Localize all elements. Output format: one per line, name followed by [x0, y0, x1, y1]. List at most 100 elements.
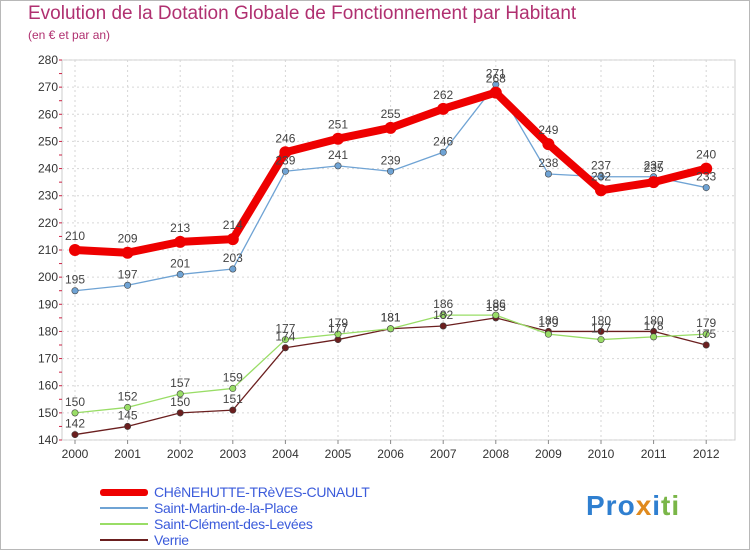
legend-label: CHêNEHUTTE-TRèVES-CUNAULT: [154, 484, 370, 500]
legend-swatch: [100, 507, 148, 509]
data-label: 249: [538, 123, 558, 137]
x-tick-label: 2000: [62, 447, 89, 461]
data-label: 177: [328, 322, 348, 336]
data-label: 235: [644, 161, 664, 175]
data-label: 177: [591, 322, 611, 336]
y-tick-label: 160: [38, 379, 58, 393]
data-label: 238: [538, 156, 558, 170]
data-point: [281, 336, 289, 344]
data-label: 145: [118, 408, 138, 422]
data-point: [595, 184, 607, 197]
data-point: [229, 384, 237, 392]
data-point: [334, 162, 342, 170]
y-tick-label: 210: [38, 243, 58, 257]
data-label: 201: [170, 256, 190, 270]
data-point: [334, 330, 342, 338]
data-label: 181: [381, 311, 401, 325]
y-tick-label: 250: [38, 134, 58, 148]
data-label: 181: [381, 311, 401, 325]
data-label: 195: [65, 273, 85, 287]
axis-layer: 140 150 160 170 180 190 200 210 220 230 240 250 260 2…: [38, 53, 720, 461]
data-point: [332, 132, 344, 145]
data-label: 178: [644, 319, 664, 333]
data-point: [229, 265, 237, 273]
x-tick-label: 2007: [430, 447, 457, 461]
data-label: 237: [644, 159, 664, 173]
y-tick-label: 170: [38, 352, 58, 366]
data-label: 152: [118, 389, 138, 403]
data-point: [439, 322, 447, 330]
data-point: [176, 390, 184, 398]
data-point: [597, 173, 605, 181]
legend-swatch: [100, 489, 148, 496]
data-label: 209: [118, 232, 138, 246]
data-label: 175: [696, 327, 716, 341]
data-label: 174: [275, 330, 295, 344]
data-point: [121, 246, 134, 259]
x-tick-label: 2003: [219, 447, 246, 461]
series-layer: [69, 80, 713, 439]
data-label: 203: [223, 251, 243, 265]
data-point: [597, 336, 605, 344]
chart-title: Evolution de la Dotation Globale de Fonc…: [28, 3, 577, 24]
data-label: 237: [591, 159, 611, 173]
data-label: 180: [644, 313, 664, 327]
x-tick-label: 2001: [114, 447, 141, 461]
data-point: [542, 138, 555, 151]
data-label: 179: [696, 316, 716, 330]
data-point: [124, 422, 132, 430]
data-label: 197: [118, 267, 138, 281]
data-point: [650, 333, 658, 341]
data-label: 180: [538, 313, 558, 327]
data-point: [124, 281, 132, 289]
data-point: [597, 327, 605, 335]
data-point: [700, 162, 713, 175]
data-label: 240: [696, 148, 716, 162]
data-point: [281, 167, 289, 175]
data-point: [71, 287, 79, 295]
data-point: [279, 146, 292, 159]
y-tick-label: 240: [38, 162, 58, 176]
y-tick-label: 180: [38, 324, 58, 338]
x-tick-label: 2006: [377, 447, 404, 461]
data-label: 150: [170, 395, 190, 409]
data-label: 157: [170, 376, 190, 390]
data-label: 239: [275, 153, 295, 167]
data-label: 186: [486, 297, 506, 311]
y-tick-label: 220: [38, 216, 58, 230]
data-label: 251: [328, 118, 348, 132]
y-tick-label: 200: [38, 270, 58, 284]
data-label: 233: [696, 170, 716, 184]
data-point: [439, 148, 447, 156]
data-point: [281, 344, 289, 352]
data-label: 150: [65, 395, 85, 409]
data-point: [71, 431, 79, 439]
x-tick-label: 2002: [167, 447, 194, 461]
data-label: 213: [170, 221, 190, 235]
data-label: 241: [328, 148, 348, 162]
legend-swatch: [100, 523, 148, 525]
legend-label: Saint-Martin-de-la-Place: [154, 500, 298, 516]
data-point: [702, 341, 710, 349]
x-tick-label: 2008: [482, 447, 509, 461]
data-label: 159: [223, 370, 243, 384]
data-point: [176, 409, 184, 417]
data-label: 214: [223, 218, 243, 232]
data-label: 177: [275, 322, 295, 336]
data-point: [544, 170, 552, 178]
data-point: [176, 270, 184, 278]
y-tick-label: 140: [38, 433, 58, 447]
data-point: [229, 406, 237, 414]
data-point: [174, 235, 187, 248]
data-point: [439, 311, 447, 319]
x-tick-label: 2012: [693, 447, 720, 461]
data-point: [702, 184, 710, 192]
x-tick-label: 2010: [588, 447, 615, 461]
y-tick-label: 280: [38, 53, 58, 67]
y-tick-label: 190: [38, 297, 58, 311]
data-point: [702, 330, 710, 338]
x-tick-label: 2009: [535, 447, 562, 461]
data-label: 180: [591, 313, 611, 327]
data-label: 179: [538, 316, 558, 330]
legend-label: Saint-Clément-des-Levées: [154, 516, 313, 532]
